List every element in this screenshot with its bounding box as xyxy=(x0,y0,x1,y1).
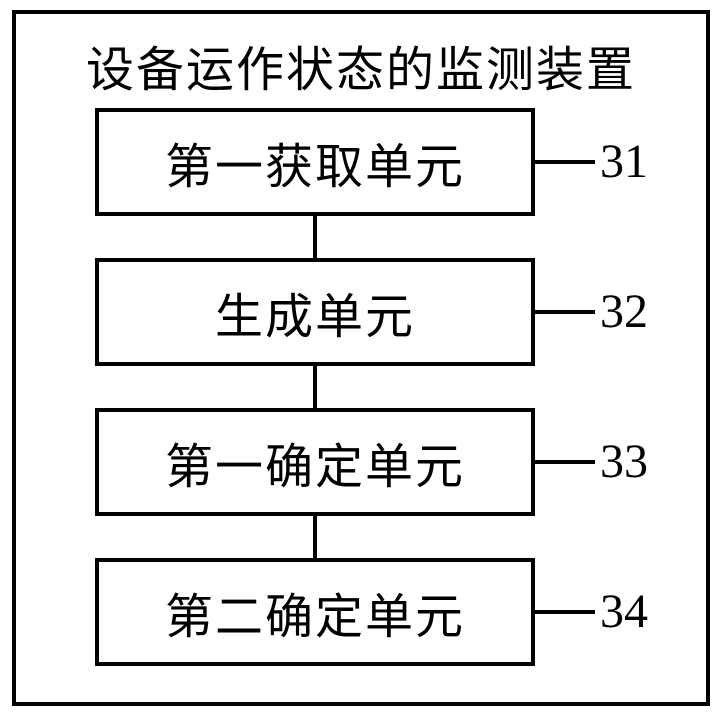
connector-2 xyxy=(313,516,317,558)
unit-box-31: 第一获取单元 xyxy=(95,108,535,216)
connector-0 xyxy=(313,216,317,258)
reference-label-32: 32 xyxy=(600,284,648,339)
leader-line-2 xyxy=(535,460,595,464)
reference-label-34: 34 xyxy=(600,584,648,639)
diagram-title: 设备运作状态的监测装置 xyxy=(12,30,710,100)
connector-1 xyxy=(313,366,317,408)
leader-line-3 xyxy=(535,610,595,614)
unit-box-32: 生成单元 xyxy=(95,258,535,366)
reference-label-31: 31 xyxy=(600,134,648,189)
unit-box-33: 第一确定单元 xyxy=(95,408,535,516)
unit-box-34: 第二确定单元 xyxy=(95,558,535,666)
reference-label-33: 33 xyxy=(600,434,648,489)
leader-line-0 xyxy=(535,160,595,164)
leader-line-1 xyxy=(535,310,595,314)
